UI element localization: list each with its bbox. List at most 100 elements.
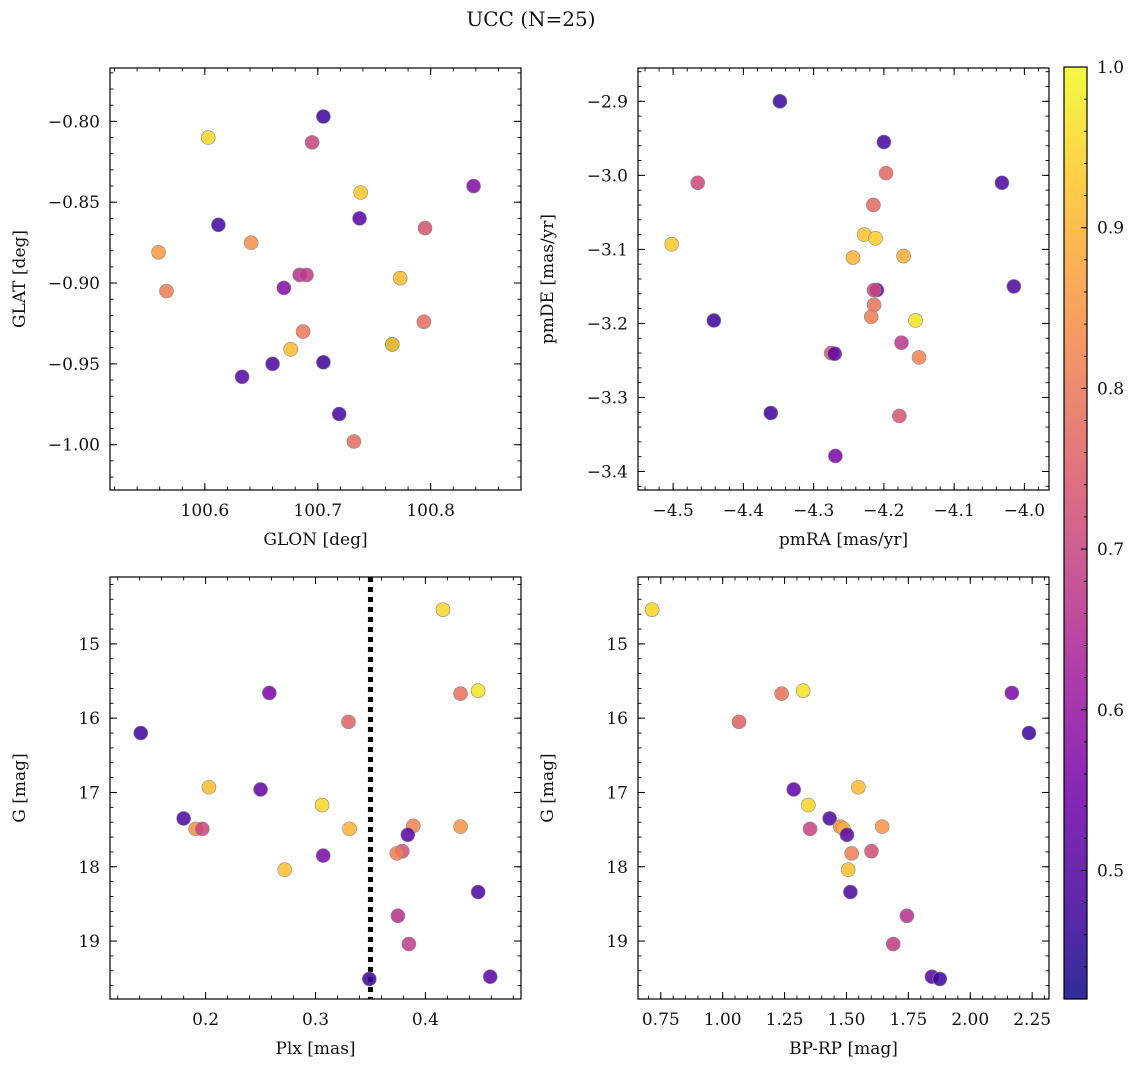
scatter-point xyxy=(644,602,660,617)
colorbar: 0.5 0.6 0.7 0.8 0.9 1.0 xyxy=(1063,58,1124,1000)
scatter-point xyxy=(389,846,405,861)
scatter-point xyxy=(786,782,802,797)
x-tick-label: 2.25 xyxy=(1013,1010,1051,1030)
colorbar-tick-label: 1.0 xyxy=(1097,58,1124,78)
y-tick-label: 19 xyxy=(78,932,100,952)
scatter-point xyxy=(331,406,347,422)
y-tick-label: −0.85 xyxy=(48,193,100,213)
scatter-point xyxy=(828,448,843,464)
y-axis-label: pmDE [mas/yr] xyxy=(538,214,558,344)
y-tick-label: −3.3 xyxy=(587,388,628,408)
plot-frame xyxy=(109,576,522,1000)
y-tick-label: 15 xyxy=(78,635,100,655)
scatter-point xyxy=(159,283,174,299)
y-axis-label: G [mag] xyxy=(10,753,30,822)
scatter-point xyxy=(878,165,894,181)
scatter-point xyxy=(342,821,357,837)
scatter-point xyxy=(400,827,416,843)
scatter-point xyxy=(276,280,292,296)
y-axis-label: GLAT [deg] xyxy=(10,230,30,328)
x-tick-label: 2.00 xyxy=(951,1010,989,1030)
scatter-point xyxy=(362,971,377,987)
scatter-point xyxy=(277,862,293,878)
x-tick-label: 1.75 xyxy=(889,1010,927,1030)
panels: 100.6 100.7 100.8 −1.00 −0.95 −0.90 −0.85 −0.80… xyxy=(10,67,1051,1059)
plot-frame xyxy=(109,67,522,491)
scatter-point xyxy=(200,130,216,145)
scatter-point xyxy=(892,408,907,424)
y-tick-label: 19 xyxy=(606,932,628,952)
scatter-point xyxy=(1021,725,1037,741)
scatter-points xyxy=(644,602,1037,987)
scatter-point xyxy=(133,725,149,741)
y-tick-label: −3.4 xyxy=(587,462,628,482)
y-tick-label: −3.1 xyxy=(587,240,628,260)
scatter-point xyxy=(763,405,779,421)
scatter-point xyxy=(265,356,280,372)
panel-position: 100.6 100.7 100.8 −1.00 −0.95 −0.90 −0.85 −0.80… xyxy=(10,67,522,550)
panel-parallax-magnitude: 0.2 0.3 0.4 15 16 17 18 19 Plx [mas] G [mag] xyxy=(10,576,522,1059)
scatter-point xyxy=(470,683,486,698)
y-tick-label: −2.9 xyxy=(587,92,628,112)
scatter-point xyxy=(690,175,706,191)
colorbar-tick-label: 0.7 xyxy=(1097,540,1124,560)
scatter-point xyxy=(866,197,881,213)
x-tick-label: 100.6 xyxy=(181,501,230,521)
plot-frame xyxy=(637,576,1050,1000)
figure-title: UCC (N=25) xyxy=(466,7,595,31)
scatter-point xyxy=(314,797,330,813)
scatter-point xyxy=(908,313,923,328)
scatter-point xyxy=(885,936,901,952)
scatter-point xyxy=(262,685,277,701)
scatter-point xyxy=(863,309,879,325)
scatter-point xyxy=(802,821,818,837)
scatter-point xyxy=(868,230,883,246)
scatter-point xyxy=(911,350,927,365)
scatter-point xyxy=(253,782,268,797)
scatter-point xyxy=(894,335,909,350)
scatter-point xyxy=(482,969,498,985)
colorbar-frame xyxy=(1063,66,1088,1000)
scatter-point xyxy=(316,354,331,370)
x-tick-label: −4.4 xyxy=(723,501,764,521)
scatter-point xyxy=(392,270,408,286)
x-tick-label: −4.1 xyxy=(934,501,975,521)
scatter-points xyxy=(664,94,1022,464)
scatter-point xyxy=(176,811,191,826)
scatter-point xyxy=(874,819,890,834)
colorbar-tick-label: 0.5 xyxy=(1097,861,1124,881)
colorbar-tick-label: 0.6 xyxy=(1097,701,1124,721)
scatter-point xyxy=(151,245,166,260)
scatter-point xyxy=(435,602,451,617)
y-tick-label: 16 xyxy=(606,709,628,729)
scatter-point xyxy=(845,250,861,265)
x-tick-label: 0.4 xyxy=(412,1010,439,1030)
colorbar-tick-label: 0.9 xyxy=(1097,219,1124,239)
y-axis-label: G [mag] xyxy=(538,753,558,822)
scatter-point xyxy=(839,827,855,843)
x-axis-label: Plx [mas] xyxy=(275,1039,355,1059)
scatter-point xyxy=(731,714,747,730)
panel-color-magnitude: 0.75 1.00 1.25 1.50 1.75 2.00 2.25 15 16 17 18 19 BP… xyxy=(538,576,1051,1059)
scatter-point xyxy=(864,843,879,859)
panel-proper-motion: −4.5 −4.4 −4.3 −4.2 −4.1 −4.0 −3.4 −3.3 −3.2 −3.1… xyxy=(538,67,1050,550)
scatter-point xyxy=(706,313,722,328)
y-tick-label: −3.2 xyxy=(587,314,628,334)
x-tick-label: −4.2 xyxy=(863,501,904,521)
scatter-points xyxy=(151,109,481,449)
scatter-point xyxy=(304,135,320,150)
y-tick-label: 17 xyxy=(606,783,628,803)
scatter-point xyxy=(416,314,432,330)
x-tick-label: 100.8 xyxy=(406,501,455,521)
scatter-point xyxy=(896,248,911,264)
scatter-point xyxy=(822,811,837,826)
x-tick-label: 0.75 xyxy=(642,1010,680,1030)
x-axis-label: GLON [deg] xyxy=(263,530,367,550)
scatter-point xyxy=(843,884,858,900)
x-axis-label: pmRA [mas/yr] xyxy=(779,530,908,550)
scatter-point xyxy=(772,94,788,109)
scatter-point xyxy=(453,686,468,701)
scatter-point xyxy=(417,220,433,236)
scatter-point xyxy=(840,862,856,878)
